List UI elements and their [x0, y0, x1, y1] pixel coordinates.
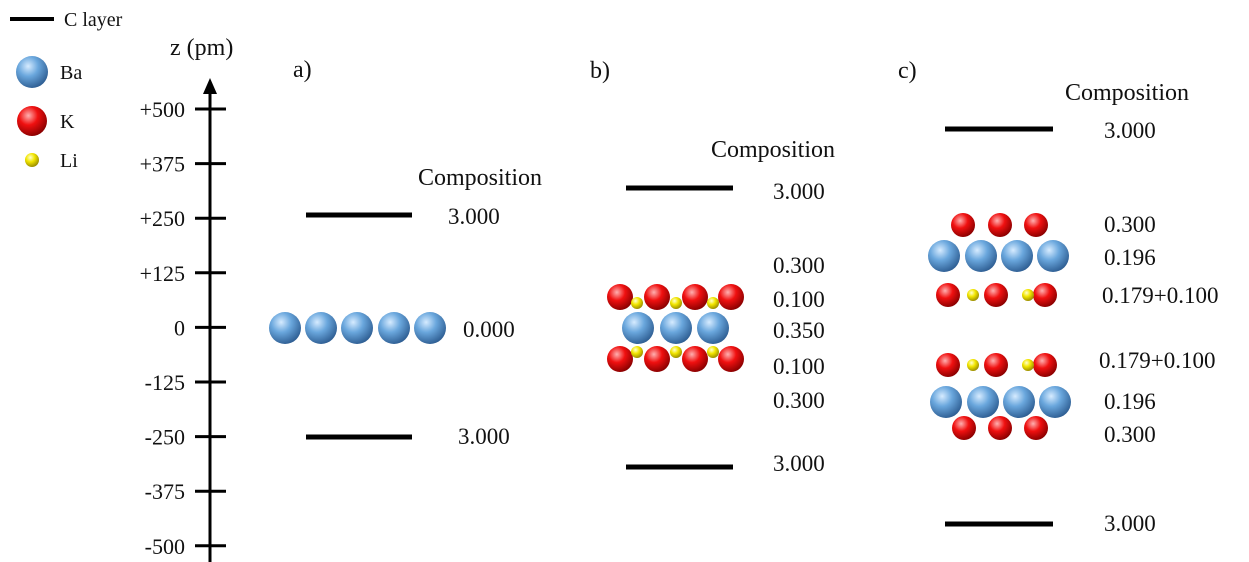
- ba-atom: [1003, 386, 1035, 418]
- ba-atom: [378, 312, 410, 344]
- ba-atom: [622, 312, 654, 344]
- axis-tick-label: -125: [145, 370, 185, 395]
- ba-atom: [269, 312, 301, 344]
- legend-ba-swatch: [16, 56, 48, 88]
- composition-value: 0.000: [463, 317, 515, 342]
- k-atom: [644, 346, 670, 372]
- legend-li-label: Li: [60, 150, 78, 172]
- k-atom: [936, 353, 960, 377]
- ba-atom: [305, 312, 337, 344]
- composition-value: 3.000: [1104, 511, 1156, 536]
- composition-value: 0.300: [1104, 422, 1156, 447]
- axis-tick-label: +125: [140, 261, 185, 286]
- ba-atom: [660, 312, 692, 344]
- axis-arrowhead: [203, 78, 217, 94]
- axis-tick-label: 0: [174, 315, 185, 340]
- composition-value: 0.179+0.100: [1102, 283, 1218, 308]
- ba-atom: [341, 312, 373, 344]
- legend-k-label: K: [60, 111, 75, 133]
- ba-atom: [967, 386, 999, 418]
- k-atom: [718, 284, 744, 310]
- ba-atom: [1037, 240, 1069, 272]
- axis-title: z (pm): [170, 35, 233, 61]
- panel-c: c) Composition 3.000 0.300 0.196 0.179+0…: [898, 58, 1218, 536]
- li-atom: [967, 289, 979, 301]
- k-atom: [644, 284, 670, 310]
- ba-atom: [1039, 386, 1071, 418]
- composition-value: 0.300: [773, 388, 825, 413]
- k-atom: [1024, 416, 1048, 440]
- axis-tick-label: +500: [140, 97, 185, 122]
- atoms-b: [607, 284, 744, 372]
- composition-value: 0.350: [773, 318, 825, 343]
- k-atom: [984, 283, 1008, 307]
- k-atom: [1033, 353, 1057, 377]
- atoms-c: [928, 213, 1071, 440]
- ba-atom: [928, 240, 960, 272]
- axis-tick-label: +250: [140, 206, 185, 231]
- k-atom: [1024, 213, 1048, 237]
- k-atom: [988, 416, 1012, 440]
- k-atom: [607, 284, 633, 310]
- k-atom: [951, 213, 975, 237]
- li-atom: [1022, 289, 1034, 301]
- panel-a-composition-header: Composition: [418, 165, 542, 191]
- legend: C layer Ba K Li: [10, 9, 123, 172]
- composition-value: 0.196: [1104, 245, 1156, 270]
- li-atom: [707, 297, 719, 309]
- axis-tick-label: -375: [145, 479, 185, 504]
- li-atom: [631, 346, 643, 358]
- composition-value: 0.196: [1104, 389, 1156, 414]
- composition-value: 0.100: [773, 287, 825, 312]
- ba-atom: [965, 240, 997, 272]
- panel-a-label: a): [293, 57, 312, 83]
- panel-c-composition-header: Composition: [1065, 80, 1189, 106]
- k-atom: [952, 416, 976, 440]
- composition-value: 3.000: [1104, 118, 1156, 143]
- legend-li-swatch: [25, 153, 39, 167]
- panel-b: b) Composition 3.000 0.300 0.100 0.350 0…: [590, 58, 835, 476]
- k-atom: [936, 283, 960, 307]
- k-atom: [984, 353, 1008, 377]
- ba-atom: [930, 386, 962, 418]
- li-atom: [967, 359, 979, 371]
- li-atom: [631, 297, 643, 309]
- axis-tick-label: -250: [145, 425, 185, 450]
- k-atom: [718, 346, 744, 372]
- panel-c-label: c): [898, 58, 917, 84]
- panel-a: a) Composition 3.000 0.000 3.000: [269, 57, 542, 449]
- legend-k-swatch: [17, 106, 47, 136]
- composition-value: 0.179+0.100: [1099, 348, 1215, 373]
- axis-tick-label: -500: [145, 534, 185, 559]
- panel-b-composition-header: Composition: [711, 137, 835, 163]
- k-atom: [682, 284, 708, 310]
- composition-value: 3.000: [448, 204, 500, 229]
- k-atom: [1033, 283, 1057, 307]
- li-atom: [670, 297, 682, 309]
- composition-value: 3.000: [773, 451, 825, 476]
- ba-atom: [1001, 240, 1033, 272]
- composition-value: 0.300: [773, 253, 825, 278]
- li-atom: [1022, 359, 1034, 371]
- k-atom: [682, 346, 708, 372]
- composition-value: 0.100: [773, 354, 825, 379]
- panel-b-label: b): [590, 58, 610, 84]
- z-axis: z (pm) +500 +375 +250 +125 0 -125 -250 -375 -500: [140, 35, 233, 562]
- ba-atom: [414, 312, 446, 344]
- li-atom: [670, 346, 682, 358]
- composition-value: 3.000: [773, 179, 825, 204]
- atoms-a: [269, 312, 446, 344]
- composition-value: 0.300: [1104, 212, 1156, 237]
- ba-atom: [697, 312, 729, 344]
- legend-ba-label: Ba: [60, 62, 82, 84]
- k-atom: [607, 346, 633, 372]
- axis-tick-label: +375: [140, 152, 185, 177]
- composition-value: 3.000: [458, 424, 510, 449]
- li-atom: [707, 346, 719, 358]
- legend-c-layer-label: C layer: [64, 9, 123, 31]
- k-atom: [988, 213, 1012, 237]
